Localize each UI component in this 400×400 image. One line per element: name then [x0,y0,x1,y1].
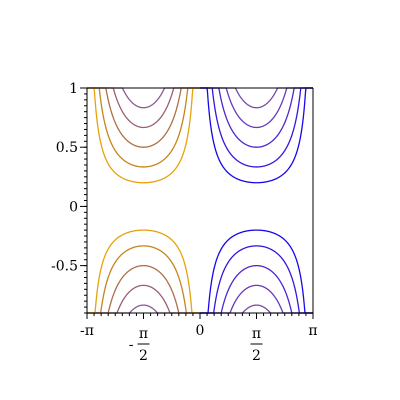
y-tick-label: 1 [69,81,78,97]
contour-right-upper-level-1.2 [200,87,313,109]
x-tick-denominator: 2 [139,348,148,364]
y-tick-label: 0 [69,199,78,215]
contour-right-lower-level-1.2 [200,304,313,314]
tick-marks [80,87,314,319]
contour-right-lower-level-5 [200,229,313,314]
contour-left-lower-level-5 [87,229,200,314]
contour-left-lower-level-1.5 [87,284,200,314]
contour-left-upper-level-1.2 [87,87,200,109]
contour-lines [87,87,313,314]
contour-right-lower-level-2 [200,264,313,314]
y-tick-label: -0.5 [51,259,78,275]
contour-left-upper-level-5 [87,87,200,184]
contour-right-upper-level-5 [200,87,313,184]
contour-right-lower-level-1.5 [200,284,313,314]
x-tick-numerator: π [139,326,148,342]
x-tick-label: π [308,323,317,339]
x-tick-numerator: π [252,326,261,342]
x-tick-label: 0 [196,323,205,339]
contour-left-lower-level-2 [87,264,200,314]
contour-left-lower-level-3 [87,245,200,314]
y-tick-label: 0.5 [56,140,78,156]
contour-right-lower-level-3 [200,245,313,314]
contour-right-upper-level-3 [200,87,313,168]
contour-left-upper-level-3 [87,87,200,168]
tick-labels: 10.50-0.5-π π2-0 π2π [51,81,318,364]
x-tick-sign: - [129,337,134,353]
x-tick-denominator: 2 [252,348,261,364]
contour-left-lower-level-1.2 [87,304,200,314]
x-tick-label: -π [80,323,94,339]
